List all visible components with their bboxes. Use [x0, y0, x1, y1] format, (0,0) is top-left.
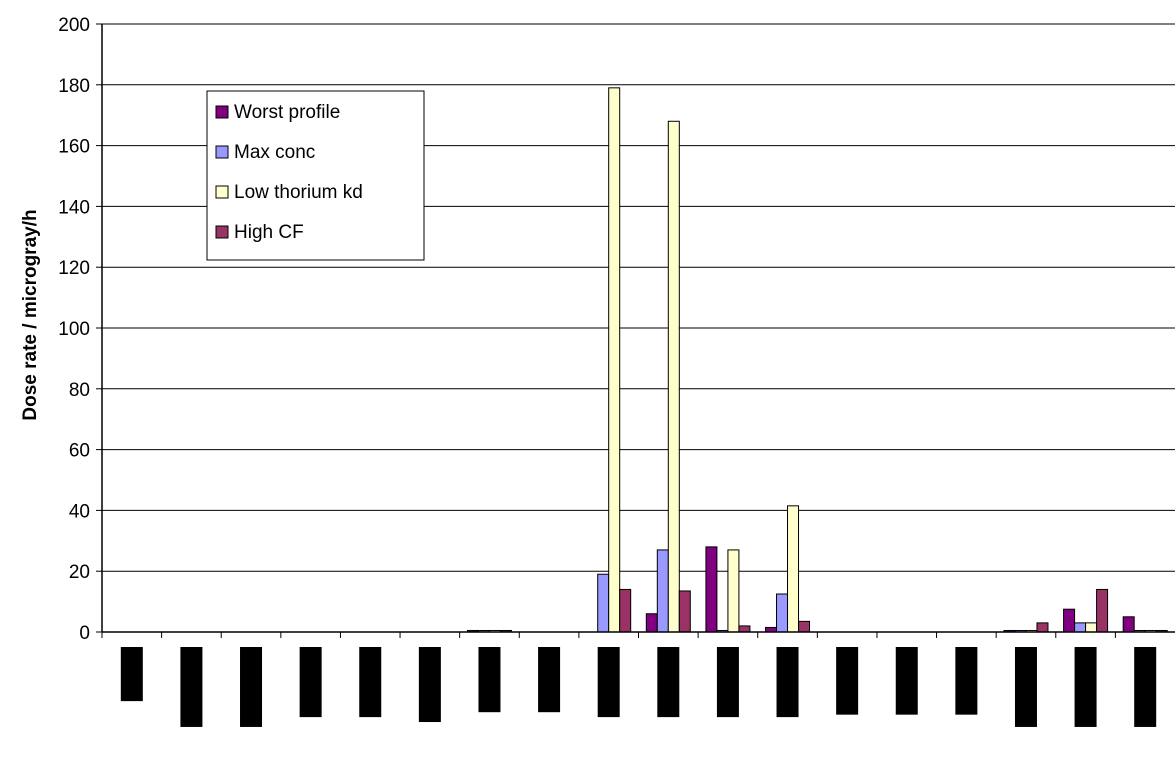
category-label	[180, 647, 203, 727]
y-tick-label: 140	[58, 197, 90, 218]
legend-swatch	[215, 105, 229, 119]
category-label	[1134, 647, 1157, 727]
category-label	[836, 647, 859, 715]
bar-low-thorium-kd	[667, 120, 680, 633]
bar-low-thorium-kd	[787, 505, 800, 633]
y-tick-label: 20	[69, 562, 90, 583]
legend-label: Worst profile	[234, 102, 340, 123]
bar-high-cf	[738, 625, 751, 633]
bar-max-conc	[597, 573, 610, 633]
category-label	[359, 647, 382, 718]
category-label	[120, 647, 143, 702]
y-tick-label: 180	[58, 76, 90, 97]
legend: Worst profile Max conc Low thorium kd High …	[206, 90, 425, 261]
category-label	[418, 647, 441, 723]
category-label	[1074, 647, 1097, 727]
bar-series	[466, 87, 1168, 633]
category-label	[716, 647, 739, 718]
bar-high-cf	[678, 590, 691, 633]
y-tick-label: 80	[69, 380, 90, 401]
y-tick-label: 120	[58, 258, 90, 279]
legend-label: High CF	[234, 222, 304, 243]
bar-high-cf	[1096, 588, 1109, 633]
bar-worst-profile	[705, 546, 718, 633]
y-tick-label: 60	[69, 441, 90, 462]
legend-swatch	[215, 145, 229, 159]
bar-max-conc	[1074, 622, 1087, 633]
bar-worst-profile	[1063, 608, 1076, 633]
legend-swatch	[215, 225, 229, 239]
y-tick-label: 200	[58, 15, 90, 36]
y-tick-label: 100	[58, 319, 90, 340]
y-tick-label: 40	[69, 501, 90, 522]
category-label	[776, 647, 799, 718]
bar-low-thorium-kd	[608, 87, 621, 633]
category-label	[955, 647, 978, 715]
bar-high-cf	[619, 588, 632, 633]
y-axis-label: Dose rate / microgray/h	[20, 209, 41, 420]
category-label	[597, 647, 620, 718]
category-label	[657, 647, 680, 718]
bar-worst-profile	[645, 613, 658, 633]
legend-swatch	[215, 185, 229, 199]
y-axis-ticks: 0 20 40 60 80 100 120 140 160 180 200	[58, 15, 102, 644]
category-label	[538, 647, 561, 713]
bar-max-conc	[656, 549, 669, 633]
bar-high-cf	[798, 620, 811, 633]
category-label	[1014, 647, 1037, 727]
legend-label: Low thorium kd	[234, 182, 363, 203]
axes	[101, 24, 1175, 638]
category-label	[478, 647, 501, 713]
bar-low-thorium-kd	[1085, 622, 1098, 633]
legend-box	[206, 90, 425, 261]
bar-worst-profile	[1122, 616, 1135, 633]
y-tick-label: 160	[58, 137, 90, 158]
bar-high-cf	[1036, 622, 1049, 633]
category-labels	[120, 647, 1157, 727]
bar-max-conc	[776, 593, 789, 633]
legend-label: Max conc	[234, 142, 315, 163]
category-label	[299, 647, 322, 718]
y-tick-label: 0	[79, 623, 90, 644]
bar-low-thorium-kd	[727, 549, 740, 633]
category-label	[240, 647, 263, 727]
category-label	[895, 647, 918, 715]
